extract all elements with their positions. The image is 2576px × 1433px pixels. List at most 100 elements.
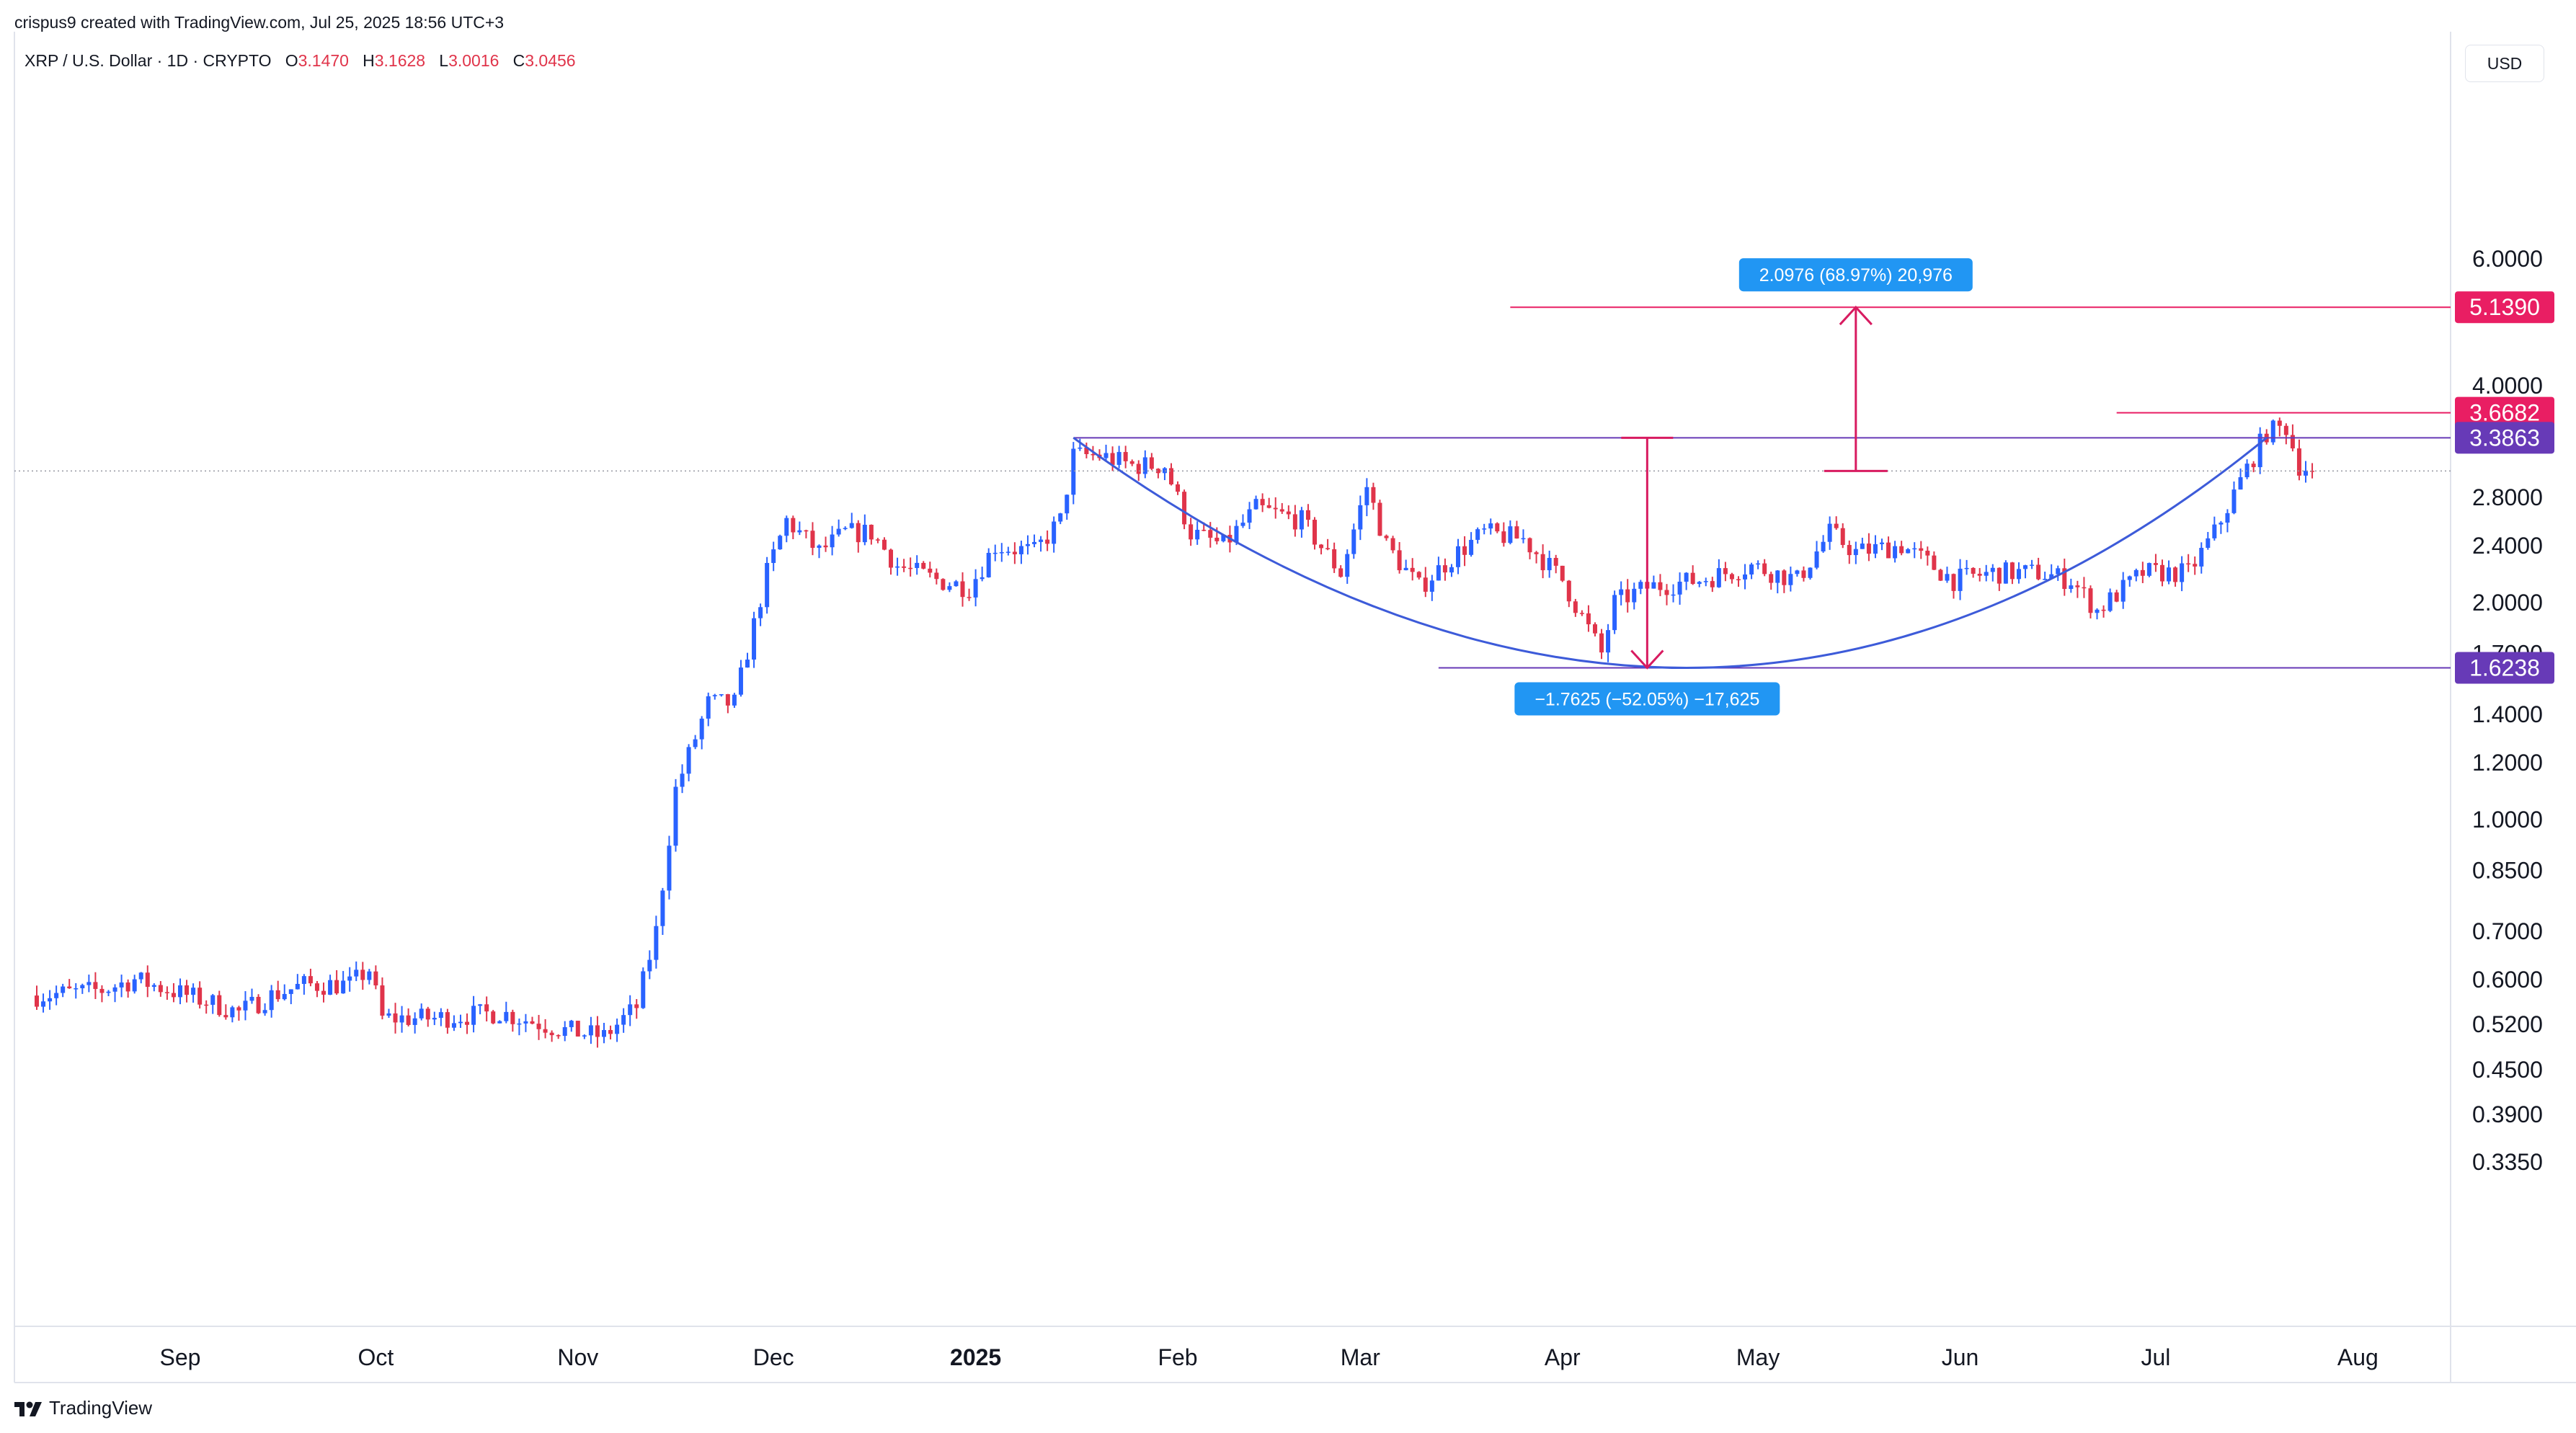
candle bbox=[2088, 585, 2093, 618]
candle bbox=[1573, 598, 1578, 617]
candle bbox=[2159, 559, 2164, 587]
candle-body bbox=[615, 1024, 620, 1034]
candle-body bbox=[2056, 568, 2061, 574]
measure-down-label: −1.7625 (−52.05%) −17,625 bbox=[1535, 689, 1759, 709]
symbol-title[interactable]: XRP / U.S. Dollar · 1D · CRYPTO bbox=[25, 51, 272, 70]
candle bbox=[158, 981, 163, 997]
candle bbox=[217, 990, 222, 1017]
candle bbox=[660, 887, 665, 936]
candle-body bbox=[928, 568, 933, 573]
candle bbox=[1168, 463, 1173, 486]
candle-body bbox=[1155, 469, 1160, 474]
price-tag-bg bbox=[2455, 652, 2554, 684]
candle-body bbox=[1377, 502, 1382, 536]
candle-body bbox=[2212, 524, 2217, 538]
candle-body bbox=[1814, 551, 1819, 568]
candle-body bbox=[2127, 576, 2132, 580]
candle bbox=[2238, 468, 2243, 490]
candle-body bbox=[960, 581, 965, 598]
candle-body bbox=[1325, 548, 1331, 549]
low-label: L bbox=[439, 51, 449, 70]
candle bbox=[875, 538, 880, 544]
candle-body bbox=[1886, 542, 1891, 559]
candle bbox=[2264, 429, 2269, 445]
candle bbox=[699, 716, 704, 750]
price-axis[interactable]: 0.3350 0.3900 0.4500 0.5200 0.6000 0.7000 0.85… bbox=[2472, 246, 2543, 1175]
candle-body bbox=[1827, 523, 1832, 542]
candle-body bbox=[902, 566, 907, 568]
candle bbox=[686, 744, 691, 781]
time-axis[interactable]: Sep Oct Nov Dec 2025 Feb Mar Apr May Jun Jul Aug bbox=[160, 1344, 2379, 1370]
candle-body bbox=[1371, 487, 1376, 503]
candle-body bbox=[556, 1035, 561, 1037]
candle-body bbox=[1136, 463, 1141, 474]
candle-body bbox=[1945, 574, 1950, 581]
candle bbox=[849, 513, 854, 529]
candle-body bbox=[1586, 613, 1591, 625]
y-tick-label: 0.8500 bbox=[2472, 858, 2543, 884]
candle bbox=[1769, 572, 1774, 590]
candle bbox=[1332, 542, 1337, 573]
candle-body bbox=[1142, 457, 1147, 474]
candle-body bbox=[660, 890, 665, 926]
candle bbox=[1260, 493, 1265, 513]
candle bbox=[171, 983, 176, 1003]
price-tag-bg bbox=[2455, 396, 2554, 429]
candle-body bbox=[2251, 463, 2256, 468]
candle-body bbox=[2225, 513, 2230, 523]
candle bbox=[334, 970, 339, 995]
candle bbox=[1736, 576, 1741, 587]
price-tag[interactable]: 3.6682 bbox=[2455, 396, 2554, 429]
candle-body bbox=[1716, 568, 1721, 587]
candle-body bbox=[504, 1011, 509, 1021]
candle bbox=[1358, 495, 1363, 541]
candle-body bbox=[1449, 567, 1454, 573]
candle bbox=[1423, 567, 1428, 598]
measure-up-label: 2.0976 (68.97%) 20,976 bbox=[1759, 265, 1953, 285]
price-tag[interactable]: 1.6238 bbox=[2455, 652, 2554, 684]
candle-body bbox=[386, 1013, 391, 1016]
candle bbox=[1416, 571, 1421, 580]
candle-body bbox=[432, 1018, 437, 1020]
candle bbox=[1527, 537, 1532, 559]
candle bbox=[125, 979, 130, 998]
candle bbox=[1469, 532, 1474, 557]
candle-body bbox=[1266, 505, 1271, 508]
candle bbox=[549, 1030, 554, 1042]
candle-body bbox=[588, 1025, 593, 1036]
candle bbox=[262, 1003, 267, 1016]
candle-body bbox=[908, 567, 913, 569]
candle bbox=[301, 974, 306, 995]
candle-body bbox=[106, 991, 111, 993]
candle-body bbox=[34, 995, 39, 1007]
candle bbox=[881, 537, 887, 551]
candle bbox=[1449, 564, 1454, 577]
candle bbox=[2257, 427, 2262, 474]
candle bbox=[249, 988, 254, 1004]
candle-body bbox=[1534, 552, 1539, 554]
candle bbox=[1664, 584, 1669, 605]
candle bbox=[93, 972, 98, 999]
candle bbox=[823, 536, 828, 552]
candle-body bbox=[1579, 613, 1584, 614]
candle bbox=[1795, 569, 1800, 577]
candle bbox=[1808, 567, 1813, 580]
tradingview-brand[interactable]: TradingView bbox=[13, 1397, 152, 1419]
y-tick-label: 0.3900 bbox=[2472, 1101, 2543, 1127]
candle-body bbox=[1436, 565, 1441, 581]
candle-body bbox=[634, 1004, 639, 1008]
candle bbox=[1182, 489, 1187, 530]
cup-curve[interactable] bbox=[1072, 437, 2268, 669]
candle bbox=[438, 1008, 443, 1026]
candle bbox=[1945, 567, 1950, 583]
y-tick-label: 0.7000 bbox=[2472, 918, 2543, 944]
candle bbox=[1625, 579, 1630, 613]
price-tag[interactable]: 3.3863 bbox=[2455, 422, 2554, 454]
price-tag[interactable]: 5.1390 bbox=[2455, 291, 2554, 324]
currency-button[interactable]: USD bbox=[2465, 45, 2544, 82]
candle bbox=[992, 544, 998, 562]
candle-body bbox=[1873, 544, 1878, 554]
candle-body bbox=[1071, 448, 1076, 495]
candle bbox=[1723, 562, 1728, 582]
